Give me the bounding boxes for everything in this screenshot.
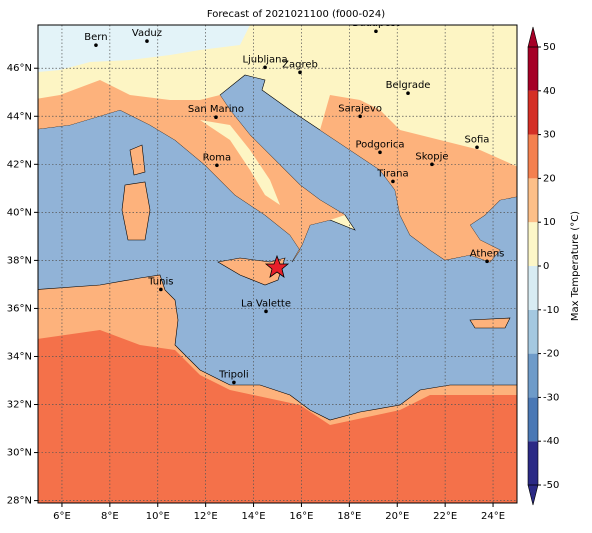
- city-marker: [298, 70, 302, 75]
- city-marker: [159, 287, 163, 292]
- city-label: Skopje: [415, 151, 448, 162]
- lat-tick-label: 46°N: [7, 63, 32, 74]
- city-marker: [263, 65, 267, 70]
- city-marker: [475, 145, 479, 150]
- lat-tick-label: 44°N: [7, 111, 32, 122]
- city-label: Athens: [470, 248, 505, 259]
- colorbar-tick-label: -40: [543, 436, 559, 447]
- lon-tick-label: 20°E: [385, 511, 409, 522]
- city-marker: [430, 162, 434, 167]
- city-label: Roma: [203, 152, 232, 163]
- colorbar-tick-label: 0: [543, 261, 549, 272]
- city-label: Vaduz: [132, 28, 162, 39]
- colorbar-bin: [528, 397, 538, 442]
- colorbar-tick-label: 30: [543, 130, 556, 141]
- lon-tick-label: 10°E: [146, 511, 170, 522]
- city-label: San Marino: [188, 104, 244, 115]
- map-frame: [37, 24, 518, 504]
- colorbar-tick-label: 50: [543, 42, 556, 53]
- colorbar-tick-label: -30: [543, 392, 559, 403]
- colorbar-bin: [528, 47, 538, 91]
- alps-cold: [38, 25, 250, 72]
- lat-tick-label: 30°N: [7, 448, 32, 459]
- crete: [469, 317, 511, 329]
- colorbar-bin: [528, 441, 538, 485]
- colorbar-bin: [528, 90, 538, 135]
- city-label: Tirana: [376, 168, 408, 179]
- colorbar-tick-label: -20: [543, 349, 559, 360]
- city-marker: [232, 380, 236, 385]
- lon-tick-label: 14°E: [242, 511, 266, 522]
- lat-tick-label: 34°N: [7, 351, 32, 362]
- lon-tick-label: 16°E: [289, 511, 313, 522]
- city-marker: [374, 29, 378, 34]
- lon-tick-label: 12°E: [194, 511, 218, 522]
- lat-tick-label: 36°N: [7, 303, 32, 314]
- colorbar-tick-label: -10: [543, 305, 559, 316]
- city-label: Belgrade: [386, 80, 431, 91]
- colorbar-extend-top: [527, 26, 539, 48]
- city-label: Sarajevo: [338, 103, 382, 114]
- city-marker: [406, 91, 410, 96]
- warm-zone: [38, 80, 345, 262]
- lon-tick-label: 24°E: [481, 511, 505, 522]
- lat-tick-label: 32°N: [7, 400, 32, 411]
- city-label: Bern: [84, 32, 107, 43]
- colorbar-tick-label: 20: [543, 173, 556, 184]
- city-marker: [391, 179, 395, 184]
- corsica: [129, 144, 146, 176]
- city-label: Tripoli: [218, 369, 249, 380]
- lat-tick-label: 28°N: [7, 496, 32, 507]
- city-marker: [485, 259, 489, 264]
- lon-tick-label: 22°E: [433, 511, 457, 522]
- lon-tick-label: 8°E: [101, 511, 119, 522]
- city-marker: [215, 163, 219, 168]
- colorbar-bin: [528, 222, 538, 266]
- city-label: Sofia: [465, 134, 490, 145]
- colorbar-tick-label: 10: [543, 217, 556, 228]
- city-marker: [264, 309, 268, 314]
- colorbar-tick-label: 40: [543, 86, 556, 97]
- city-marker: [358, 114, 362, 119]
- city-label: La Valette: [241, 298, 291, 309]
- sardinia: [121, 181, 151, 241]
- title: Forecast of 2021021100 (f000-024): [207, 9, 385, 20]
- city-marker: [214, 115, 218, 120]
- colorbar-tick-label: -50: [543, 480, 559, 491]
- city-label: Ljubljana: [242, 54, 287, 65]
- city-marker: [378, 150, 382, 155]
- lat-tick-label: 38°N: [7, 255, 32, 266]
- city-marker: [94, 43, 98, 47]
- colorbar-bin: [528, 309, 538, 354]
- lon-tick-label: 18°E: [337, 511, 361, 522]
- lat-tick-label: 42°N: [7, 159, 32, 170]
- cool-zone: [200, 120, 280, 205]
- colorbar-bin: [528, 134, 538, 179]
- location-star: [264, 254, 290, 278]
- colorbar-extend-bottom: [527, 484, 539, 506]
- colorbar-label: Max Temperature (°C): [570, 211, 581, 321]
- city-label: Zagreb: [282, 59, 318, 70]
- city-marker: [145, 39, 149, 43]
- colorbar-bin: [528, 266, 538, 310]
- city-label: Podgorica: [355, 139, 404, 150]
- city-label: Tunis: [147, 276, 173, 287]
- colorbar-bin: [528, 353, 538, 398]
- warm-zone: [320, 95, 517, 262]
- colorbar-bin: [528, 178, 538, 223]
- lat-tick-label: 40°N: [7, 207, 32, 218]
- lon-tick-label: 6°E: [53, 511, 71, 522]
- city-label: Budapest: [352, 18, 399, 29]
